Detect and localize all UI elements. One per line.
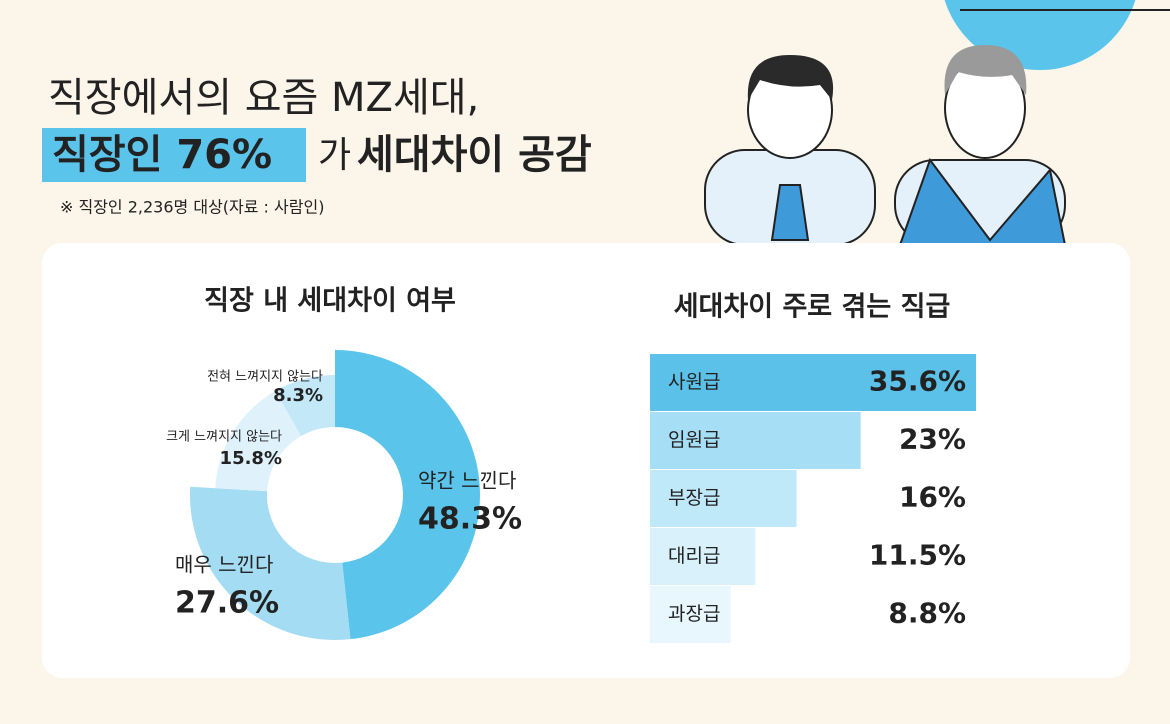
title-end: 세대차이 공감 [357, 132, 592, 178]
segment-value: 8.3% [273, 385, 323, 406]
bar-value: 8.8% [888, 597, 966, 630]
bar-value: 16% [899, 481, 966, 514]
donut-title: 직장 내 세대차이 여부 [204, 286, 456, 317]
bar [650, 586, 731, 643]
donut-segment [190, 486, 351, 640]
title-highlight: 직장인 76% [52, 132, 272, 178]
bar [650, 470, 797, 527]
bar [650, 412, 861, 469]
bar-category: 과장급 [668, 603, 720, 625]
donut-segment [275, 375, 335, 437]
title-particle: 가 [318, 135, 351, 176]
bar-category: 사원급 [668, 371, 720, 393]
illustration [704, 45, 1067, 246]
bar-value: 11.5% [869, 539, 966, 572]
segment-value: 27.6% [175, 586, 279, 621]
note: ※ 직장인 2,236명 대상(자료 : 사람인) [60, 198, 324, 217]
bar-category: 대리급 [668, 545, 720, 567]
segment-label: 약간 느낀다 [418, 469, 516, 493]
donut-segment [335, 350, 481, 640]
bar-value: 23% [899, 423, 966, 456]
bar-category: 임원급 [668, 429, 720, 451]
bar-category: 부장급 [668, 487, 720, 509]
segment-value: 48.3% [418, 502, 522, 537]
segment-label: 전혀 느껴지지 않는다 [207, 370, 323, 385]
segment-value: 15.8% [220, 448, 282, 469]
donut-segment [215, 390, 302, 492]
bar [650, 354, 976, 411]
segment-label: 매우 느낀다 [175, 553, 273, 577]
title-line1: 직장에서의 요즘 MZ세대, [48, 75, 479, 121]
bar [650, 528, 756, 585]
bar-value: 35.6% [869, 365, 966, 398]
segment-label: 크게 느껴지지 않는다 [166, 430, 282, 445]
highlight-box [42, 128, 306, 182]
bar-title: 세대차이 주로 겪는 직급 [674, 292, 951, 323]
